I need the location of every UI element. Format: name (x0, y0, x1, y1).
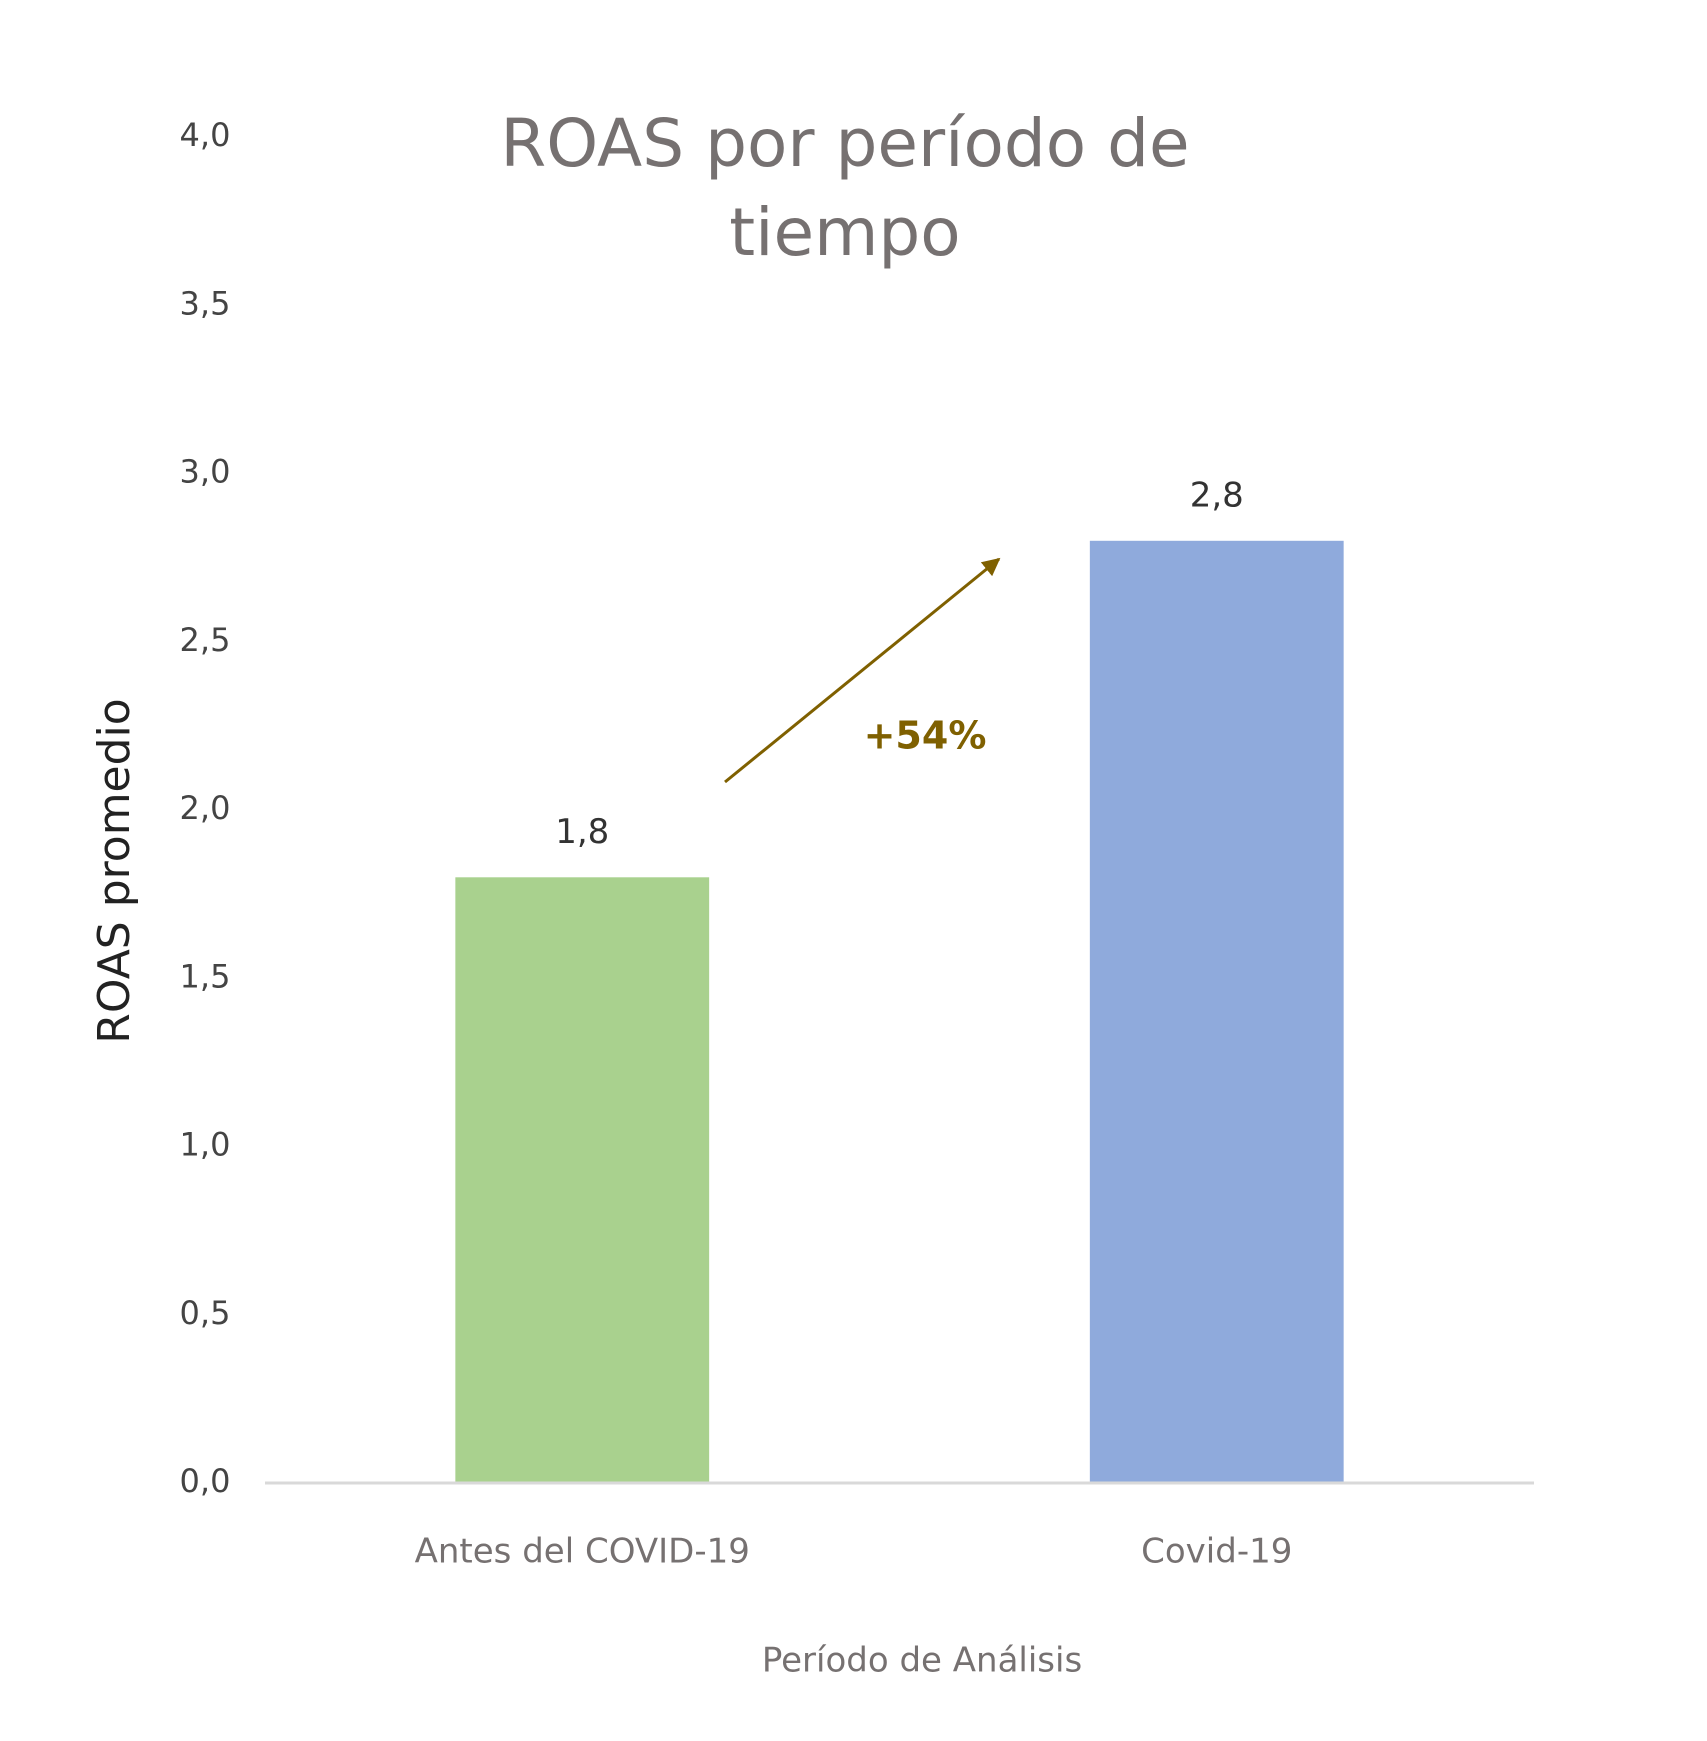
y-tick-label: 1,0 (180, 1126, 231, 1164)
y-tick-label: 2,0 (180, 789, 231, 827)
y-tick-label: 3,0 (180, 453, 231, 491)
chart-title-line2: tiempo (729, 194, 960, 271)
y-tick-label: 3,5 (180, 284, 231, 322)
y-tick-label: 1,5 (180, 957, 231, 995)
x-tick-label: Covid-19 (1141, 1532, 1292, 1572)
trend-arrow (724, 557, 1001, 784)
y-axis-title: ROAS promedio (89, 698, 140, 1043)
y-tick-label: 2,5 (180, 621, 231, 659)
y-tick-label: 0,5 (180, 1294, 231, 1332)
chart-title: ROAS por período de (500, 105, 1189, 182)
annotation: +54% (864, 714, 987, 758)
data-label: 2,8 (1190, 475, 1244, 515)
data-label: 1,8 (555, 812, 609, 852)
bar (455, 877, 710, 1483)
y-tick-label: 4,0 (180, 116, 231, 154)
x-axis-title: Período de Análisis (762, 1641, 1082, 1681)
x-tick-label: Antes del COVID-19 (415, 1532, 750, 1572)
y-tick-label: 0,0 (180, 1462, 231, 1500)
bar (1089, 540, 1344, 1483)
